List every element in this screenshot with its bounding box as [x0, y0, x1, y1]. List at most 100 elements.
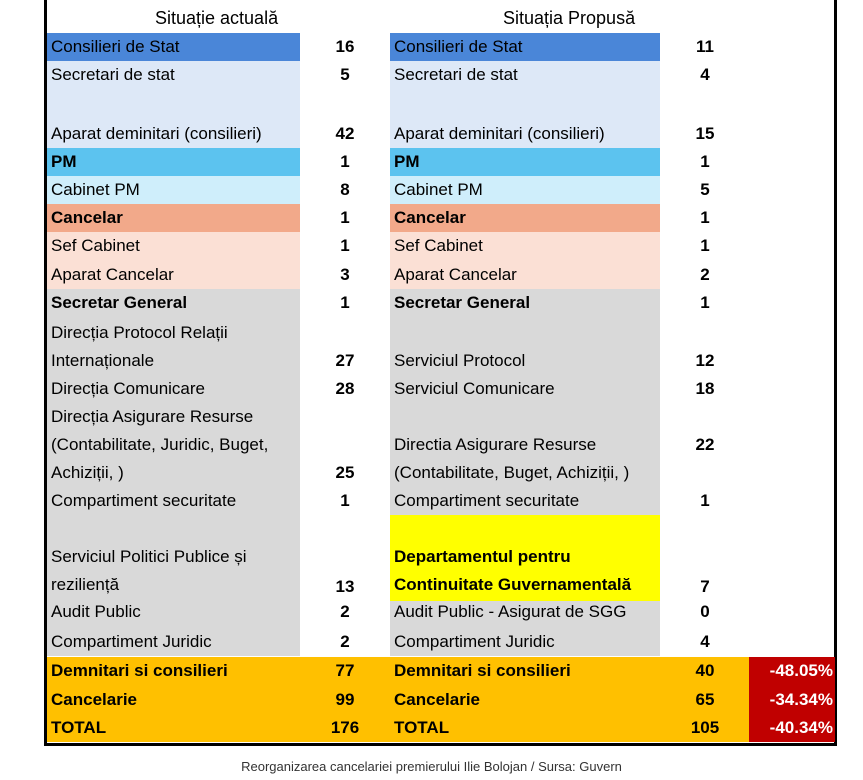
label-text: Cabinet PM — [394, 180, 483, 199]
left-row-label: Aparat deminitari (consilieri) — [47, 119, 300, 148]
label-text: Secretar General — [394, 293, 531, 312]
left-row-value: 28 — [335, 379, 355, 398]
right-row-value: 0 — [700, 602, 710, 621]
label-line: Departamentul pentru — [394, 547, 571, 566]
totals-row-bg — [47, 686, 750, 714]
right-row-label: Cabinet PM — [390, 176, 660, 204]
label-text: Serviciul Protocol — [394, 351, 526, 370]
header-current: Situație actuală — [155, 8, 279, 28]
label-text: Secretari de stat — [394, 65, 518, 84]
label-line: Continuitate Guvernamentală — [394, 575, 632, 594]
left-row-label: Cabinet PM — [47, 176, 300, 204]
right-row-value: 1 — [700, 491, 710, 510]
right-row-value: 11 — [696, 37, 714, 56]
right-row-label: Serviciul Comunicare — [390, 375, 660, 403]
left-row-label: Secretari de stat — [47, 61, 300, 119]
label-text: Secretar General — [51, 293, 188, 312]
right-row-label: Aparat deminitari (consilieri) — [390, 119, 660, 148]
right-row-label: PM — [390, 148, 660, 176]
left-row-label: Consilieri de Stat — [47, 33, 300, 61]
right-row-label: Secretari de stat — [390, 61, 660, 119]
left-row-label: Audit Public — [47, 601, 300, 626]
totals-value-proposed: 105 — [690, 718, 720, 737]
label-text: Compartiment securitate — [394, 491, 580, 510]
totals-label-current: TOTAL — [51, 718, 107, 737]
header-proposed: Situația Propusă — [503, 8, 636, 28]
right-row-value: 5 — [700, 180, 710, 199]
table-frame — [44, 0, 837, 746]
totals-row-bg — [47, 657, 750, 686]
label-text: Aparat deminitari (consilieri) — [51, 124, 262, 143]
left-row-label: Direcția Asigurare Resurse (Contabilitate… — [47, 403, 300, 487]
label-line: reziliență — [51, 575, 120, 594]
left-row-value: 1 — [340, 236, 350, 255]
label-text: Secretari de stat — [51, 65, 175, 84]
right-row-label: Audit Public - Asigurat de SGG — [390, 601, 660, 626]
left-row-label: Compartiment Juridic — [47, 626, 300, 656]
right-row-value: 4 — [700, 632, 710, 651]
label-text: Aparat Cancelar — [51, 265, 174, 284]
right-row-value: 1 — [700, 293, 710, 312]
right-row-label: Serviciul Protocol — [390, 317, 660, 375]
right-row-value: 1 — [700, 236, 710, 255]
right-row-label: Compartiment Juridic — [390, 626, 660, 656]
left-row-label: Secretar General — [47, 289, 300, 317]
label-text: PM — [51, 152, 77, 171]
label-line: (Contabilitate, Juridic, Buget, — [51, 435, 269, 454]
left-row-label: PM — [47, 148, 300, 176]
left-row-value: 42 — [335, 124, 355, 143]
label-text: Cancelar — [394, 208, 466, 227]
left-row-value: 1 — [340, 293, 350, 312]
left-row-label: Sef Cabinet — [47, 232, 300, 260]
totals-label-proposed: TOTAL — [394, 718, 450, 737]
right-row-value: 18 — [695, 379, 715, 398]
right-row-value: 15 — [695, 124, 715, 143]
left-row-value: 8 — [340, 180, 350, 199]
left-row-label: Cancelar — [47, 204, 300, 232]
label-line: Direcția Protocol Relații — [51, 323, 228, 342]
totals-label-current: Cancelarie — [51, 690, 137, 709]
totals-change-percent: -34.34% — [749, 686, 835, 714]
right-row-label: Directia Asigurare Resurse (Contabilitate… — [390, 403, 660, 487]
left-row-label: Direcția Comunicare — [47, 375, 300, 403]
right-row-label: Sef Cabinet — [390, 232, 660, 260]
totals-label-proposed: Cancelarie — [394, 690, 480, 709]
left-row-label: Serviciul Politici Publice și reziliență — [47, 515, 300, 601]
right-row-value: 22 — [695, 435, 715, 454]
label-text: Consilieri de Stat — [394, 37, 523, 56]
left-row-value: 16 — [335, 37, 355, 56]
totals-row-bg — [47, 714, 750, 742]
label-text: Sef Cabinet — [394, 236, 483, 255]
totals-value-current: 99 — [335, 690, 355, 709]
totals-value-proposed: 40 — [695, 661, 715, 680]
left-row-value: 3 — [340, 265, 350, 284]
label-text: PM — [394, 152, 420, 171]
right-row-value: 12 — [695, 351, 715, 370]
right-row-label: Consilieri de Stat — [390, 33, 660, 61]
label-text: Serviciul Comunicare — [394, 379, 555, 398]
totals-change-percent: -40.34% — [749, 714, 835, 742]
left-row-value: 2 — [340, 632, 350, 651]
left-row-value: 1 — [340, 491, 350, 510]
totals-label-proposed: Demnitari si consilieri — [394, 661, 571, 680]
label-text: Sef Cabinet — [51, 236, 140, 255]
label-text: Consilieri de Stat — [51, 37, 180, 56]
left-row-value: 1 — [340, 208, 350, 227]
caption: Reorganizarea cancelariei premierului Il… — [241, 759, 622, 774]
left-row-label: Direcția Protocol Relații Internaționale — [47, 317, 300, 375]
label-text: Direcția Comunicare — [51, 379, 205, 398]
totals-label-current: Demnitari si consilieri — [51, 661, 228, 680]
label-text: Compartiment Juridic — [394, 632, 555, 651]
label-text: Cancelar — [51, 208, 123, 227]
left-row-value: 2 — [340, 602, 350, 621]
label-text: Cabinet PM — [51, 180, 140, 199]
label-line: Directia Asigurare Resurse — [394, 435, 597, 454]
label-text: Audit Public - Asigurat de SGG — [394, 602, 627, 621]
label-line: Internaționale — [51, 351, 155, 370]
totals-value-current: 176 — [330, 718, 360, 737]
label-line: Direcția Asigurare Resurse — [51, 407, 254, 426]
right-row-value: 2 — [700, 265, 710, 284]
left-row-value: 13 — [335, 577, 355, 596]
left-row-value: 5 — [340, 65, 350, 84]
label-text: Compartiment securitate — [51, 491, 237, 510]
